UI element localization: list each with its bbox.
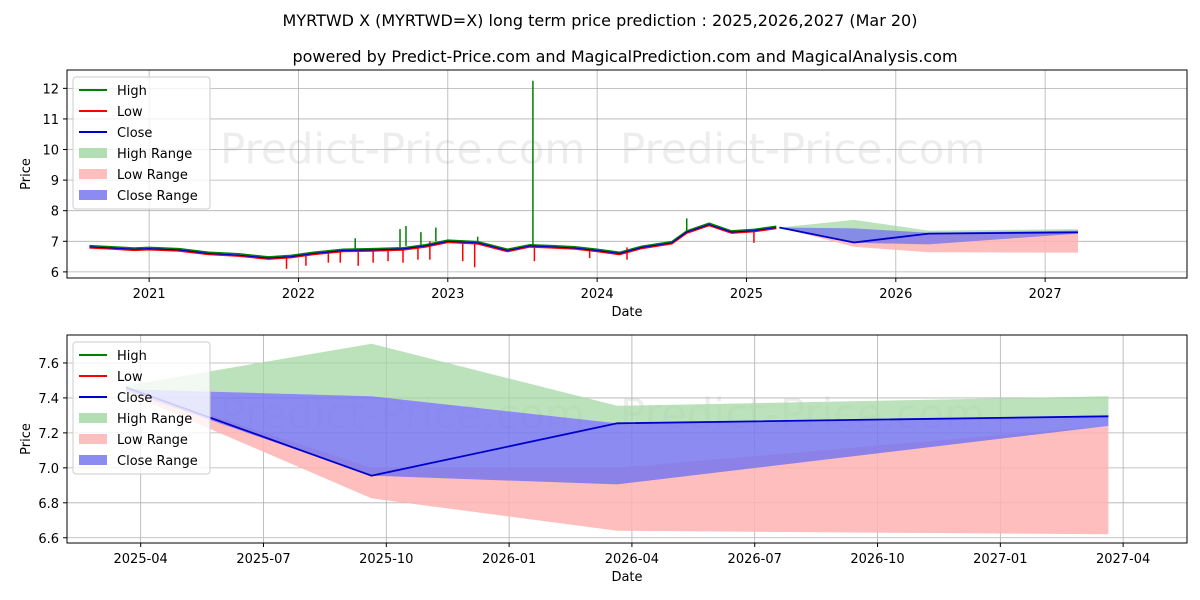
panel1-y-tick-label: 7 <box>51 235 59 250</box>
panel2-x-tick-label: 2026-10 <box>850 552 904 567</box>
panel2-legend-swatch-high_range <box>79 413 107 423</box>
panel2-legend-box <box>72 341 211 475</box>
panel2-legend-label-high_range: High Range <box>117 412 192 427</box>
panel2-legend-label-close_range: Close Range <box>117 454 198 469</box>
high-line <box>89 222 777 258</box>
panel1-y-tick-label: 10 <box>42 144 59 159</box>
panel1-legend-label-low_range: Low Range <box>117 168 188 183</box>
panel1-y-tick-label: 12 <box>42 82 59 97</box>
panel1-x-tick-label: 2021 <box>133 287 166 302</box>
panel1-legend-swatch-close_range <box>79 190 107 200</box>
high-range-area <box>125 343 1109 424</box>
panel1-legend-box <box>72 76 211 210</box>
panel1-x-tick-label: 2027 <box>1029 287 1062 302</box>
panel2-legend-swatch-close_range <box>79 455 107 465</box>
panel2-legend-swatch-low_range <box>79 434 107 444</box>
panel1-x-tick-label: 2024 <box>581 287 614 302</box>
chart-subtitle: powered by Predict-Price.com and Magical… <box>292 47 957 66</box>
panel2-legend-label-low_range: Low Range <box>117 433 188 448</box>
panel1-x-tick-label: 2025 <box>730 287 763 302</box>
panel1-legend-label-low: Low <box>117 105 143 120</box>
panel1-x-axis-label: Date <box>611 305 642 320</box>
low-range-area <box>125 387 1109 535</box>
panel2-y-tick-label: 7.6 <box>38 357 59 372</box>
panel1-x-tick-label: 2022 <box>282 287 315 302</box>
panel2-y-tick-label: 7.4 <box>38 392 59 407</box>
panel1-x-tick-label: 2026 <box>879 287 912 302</box>
panel1-x-tick-label: 2023 <box>431 287 464 302</box>
panel2-x-tick-label: 2025-10 <box>359 552 413 567</box>
panel2-x-tick-label: 2025-07 <box>236 552 290 567</box>
panel1-legend-label-close: Close <box>117 126 152 141</box>
panel2-x-tick-label: 2027-04 <box>1096 552 1150 567</box>
panel2-y-tick-label: 7.0 <box>38 462 59 477</box>
panel2-legend-label-high: High <box>117 349 147 364</box>
panel1-legend-swatch-low_range <box>79 169 107 179</box>
panel1-watermark: Predict-Price.com <box>620 125 985 174</box>
panel1-legend-swatch-high_range <box>79 148 107 158</box>
close-line <box>89 223 777 259</box>
panel1-y-axis-label: Price <box>19 158 34 190</box>
panel2-x-tick-label: 2025-04 <box>114 552 168 567</box>
panel2-x-axis-label: Date <box>611 570 642 585</box>
panel2-x-tick-label: 2026-01 <box>482 552 536 567</box>
panel2-y-axis-label: Price <box>19 423 34 455</box>
low-line <box>89 224 777 260</box>
panel2-y-tick-label: 6.8 <box>38 497 59 512</box>
close-prediction-line <box>125 386 1109 477</box>
panel2-legend-label-low: Low <box>117 370 143 385</box>
panel1-legend-label-high: High <box>117 84 147 99</box>
panel1-y-tick-label: 6 <box>51 266 59 281</box>
panel1-legend-label-close_range: Close Range <box>117 189 198 204</box>
panel1-watermark: Predict-Price.com <box>220 125 585 174</box>
panel1-axes-frame <box>66 69 1188 279</box>
panel2-legend-label-close: Close <box>117 391 152 406</box>
panel2-x-tick-label: 2027-01 <box>973 552 1027 567</box>
panel1-y-tick-label: 9 <box>51 174 59 189</box>
panel2-y-tick-label: 6.6 <box>38 532 59 547</box>
close-range-area <box>779 227 1078 245</box>
panel2-x-tick-label: 2026-04 <box>605 552 659 567</box>
close-prediction-line <box>779 226 1079 244</box>
panel1-y-tick-label: 11 <box>42 113 59 128</box>
panel1-y-tick-label: 8 <box>51 205 59 220</box>
panel1-legend-label-high_range: High Range <box>117 147 192 162</box>
panel2-axes-frame <box>66 334 1188 544</box>
close-range-area <box>125 389 1109 485</box>
panel2-x-tick-label: 2026-07 <box>728 552 782 567</box>
panel2-y-tick-label: 7.2 <box>38 427 59 442</box>
chart-title: MYRTWD X (MYRTWD=X) long term price pred… <box>283 11 918 30</box>
